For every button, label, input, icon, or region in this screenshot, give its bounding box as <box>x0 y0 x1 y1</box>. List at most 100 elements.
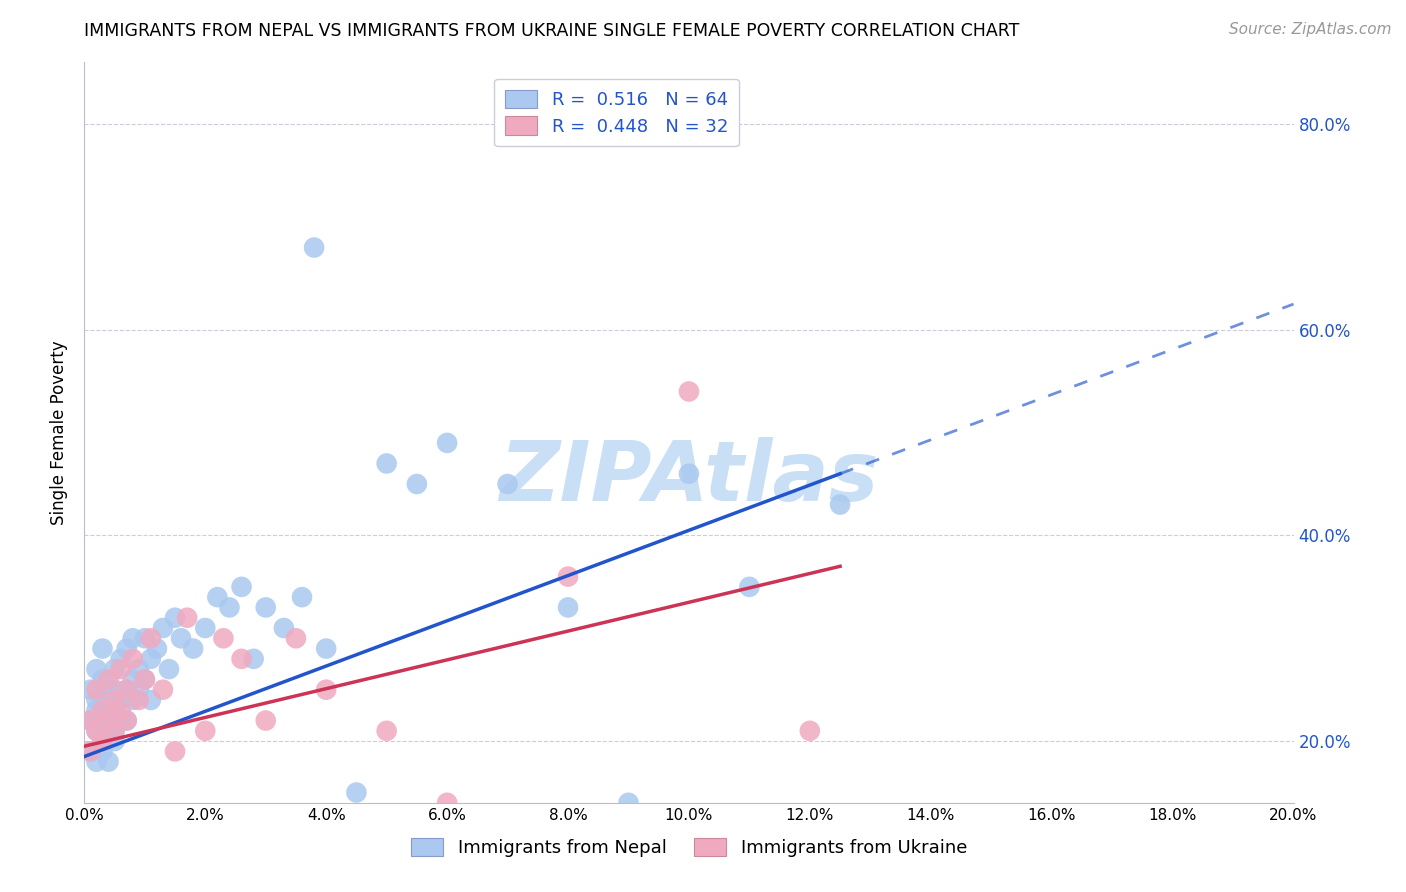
Point <box>79 744 101 758</box>
Point <box>152 682 174 697</box>
Point <box>110 652 132 666</box>
Point <box>181 641 204 656</box>
Point <box>194 621 217 635</box>
Point <box>115 641 138 656</box>
Point <box>91 734 114 748</box>
Point <box>678 384 700 399</box>
Point <box>152 621 174 635</box>
Point <box>104 723 127 738</box>
Point <box>139 632 162 646</box>
Point <box>139 652 162 666</box>
Point <box>86 693 108 707</box>
Point <box>436 796 458 810</box>
Point <box>97 723 120 738</box>
Text: Source: ZipAtlas.com: Source: ZipAtlas.com <box>1229 22 1392 37</box>
Point <box>254 600 277 615</box>
Point <box>212 632 235 646</box>
Point <box>86 703 108 717</box>
Point <box>97 682 120 697</box>
Point <box>79 714 101 728</box>
Point <box>134 632 156 646</box>
Point <box>115 714 138 728</box>
Point <box>104 662 127 676</box>
Point <box>302 240 325 255</box>
Y-axis label: Single Female Poverty: Single Female Poverty <box>51 341 69 524</box>
Point <box>110 693 132 707</box>
Point <box>121 632 143 646</box>
Point <box>165 744 187 758</box>
Point <box>375 457 398 471</box>
Point <box>86 723 108 738</box>
Point <box>375 723 398 738</box>
Point <box>273 621 295 635</box>
Point <box>128 693 150 707</box>
Point <box>121 652 143 666</box>
Point <box>617 796 640 810</box>
Point <box>115 714 138 728</box>
Point <box>134 673 156 687</box>
Point <box>242 652 264 666</box>
Point <box>557 600 579 615</box>
Point <box>79 714 101 728</box>
Point <box>285 632 308 646</box>
Point <box>86 682 108 697</box>
Point <box>678 467 700 481</box>
Point <box>86 755 108 769</box>
Point <box>110 703 132 717</box>
Point <box>557 569 579 583</box>
Point <box>165 610 187 624</box>
Legend: R =  0.516   N = 64, R =  0.448   N = 32: R = 0.516 N = 64, R = 0.448 N = 32 <box>494 78 740 146</box>
Point <box>406 477 429 491</box>
Point <box>194 723 217 738</box>
Point <box>97 755 120 769</box>
Point <box>86 662 108 676</box>
Point <box>104 723 127 738</box>
Point <box>315 641 337 656</box>
Point <box>91 714 114 728</box>
Point <box>128 662 150 676</box>
Text: IMMIGRANTS FROM NEPAL VS IMMIGRANTS FROM UKRAINE SINGLE FEMALE POVERTY CORRELATI: IMMIGRANTS FROM NEPAL VS IMMIGRANTS FROM… <box>84 22 1019 40</box>
Point <box>104 703 127 717</box>
Point <box>315 682 337 697</box>
Point <box>91 744 114 758</box>
Point <box>346 785 368 799</box>
Point <box>146 641 169 656</box>
Point <box>91 641 114 656</box>
Point <box>799 723 821 738</box>
Point <box>91 734 114 748</box>
Point <box>104 682 127 697</box>
Point <box>830 498 852 512</box>
Point <box>121 673 143 687</box>
Point <box>110 714 132 728</box>
Point <box>231 652 253 666</box>
Point <box>91 703 114 717</box>
Text: ZIPAtlas: ZIPAtlas <box>499 436 879 517</box>
Point <box>91 693 114 707</box>
Point <box>97 673 120 687</box>
Point <box>157 662 180 676</box>
Point <box>496 477 519 491</box>
Point <box>104 734 127 748</box>
Point <box>97 714 120 728</box>
Point <box>115 682 138 697</box>
Point <box>231 580 253 594</box>
Point <box>436 436 458 450</box>
Point <box>128 682 150 697</box>
Point <box>121 693 143 707</box>
Point <box>91 673 114 687</box>
Point <box>97 714 120 728</box>
Point <box>218 600 240 615</box>
Point <box>139 693 162 707</box>
Point <box>79 682 101 697</box>
Point <box>134 673 156 687</box>
Point <box>207 590 229 604</box>
Point <box>291 590 314 604</box>
Point <box>176 610 198 624</box>
Point <box>104 693 127 707</box>
Point <box>170 632 193 646</box>
Point <box>115 682 138 697</box>
Point <box>86 723 108 738</box>
Point <box>79 744 101 758</box>
Point <box>738 580 761 594</box>
Point <box>254 714 277 728</box>
